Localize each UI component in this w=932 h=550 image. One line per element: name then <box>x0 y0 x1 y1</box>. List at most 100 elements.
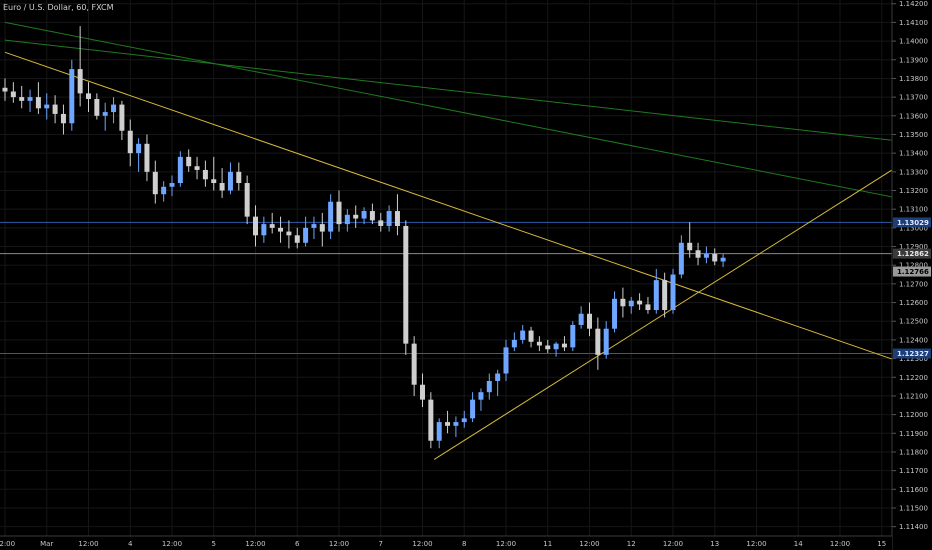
price-tick-label: 1.13500 <box>899 131 928 139</box>
trendlines-layer <box>4 21 908 460</box>
candle-body <box>127 130 133 154</box>
price-tick-label: 1.13000 <box>899 224 928 232</box>
candle-body <box>486 380 492 393</box>
candle <box>545 339 551 353</box>
price-tag-label: 1.13029 <box>897 219 929 227</box>
price-tag-label: 1.12327 <box>897 350 929 358</box>
candle-body <box>294 235 300 243</box>
candle <box>60 104 66 135</box>
horizontal-lines-layer <box>0 221 892 355</box>
time-tick-label: 12:00 <box>329 540 349 548</box>
candle-body <box>520 330 526 340</box>
price-tick-label: 1.13600 <box>899 112 928 120</box>
candle-body <box>620 298 626 307</box>
time-tick-label: 13 <box>710 540 719 548</box>
time-tick-label: 11 <box>543 540 552 548</box>
candle <box>470 392 476 423</box>
candle-body <box>236 171 242 184</box>
candle-body <box>561 343 567 348</box>
trendline <box>4 21 907 201</box>
candle <box>394 194 400 236</box>
price-axis-labels: 1.14200 1.14100 1.14000 1.13900 1.13800 1.137… <box>892 0 928 531</box>
candle-body <box>219 183 225 191</box>
time-axis-panel[interactable] <box>0 536 892 550</box>
trendline <box>4 39 907 143</box>
price-tick-label: 1.12100 <box>899 392 928 400</box>
price-tag-label: 1.12766 <box>897 268 929 276</box>
candle-body <box>177 156 183 184</box>
candle-body <box>553 343 559 350</box>
candle-body <box>202 169 208 180</box>
candle <box>303 216 309 247</box>
candle-body <box>361 211 367 219</box>
candle <box>27 89 33 113</box>
candle-body <box>453 422 459 426</box>
candle-body <box>35 97 41 109</box>
candle <box>528 326 534 348</box>
time-tick-label: 5 <box>212 540 216 548</box>
candle-body <box>511 339 517 348</box>
price-tick-label: 1.12900 <box>899 243 928 251</box>
candle-body <box>394 211 400 226</box>
candle-body <box>603 328 609 355</box>
candle-body <box>695 250 701 258</box>
price-tick-label: 1.11900 <box>899 430 928 438</box>
candle-body <box>136 143 142 154</box>
candle <box>111 97 117 124</box>
candle-body <box>411 343 417 385</box>
candle-body <box>10 91 16 98</box>
time-tick-label: 12 <box>627 540 636 548</box>
candle <box>587 302 592 337</box>
candle-body <box>670 274 676 311</box>
time-tick-label: 7 <box>379 540 383 548</box>
candle <box>453 416 459 438</box>
price-tick-label: 1.14100 <box>899 19 928 27</box>
candle <box>687 222 693 258</box>
candle-body <box>653 280 659 311</box>
price-tick-label: 1.12200 <box>899 374 928 382</box>
candle <box>177 151 183 187</box>
price-tick-label: 1.13300 <box>899 168 928 176</box>
candle <box>378 212 384 232</box>
candle-body <box>144 143 150 172</box>
candle <box>411 336 417 396</box>
trendline <box>433 160 908 460</box>
candle <box>361 207 367 225</box>
time-tick-label: 15 <box>877 540 886 548</box>
price-tags: 1.13029 1.12862 1.12327 1.12766 <box>893 217 931 359</box>
candle-body <box>111 104 117 113</box>
candle-body <box>436 422 442 441</box>
candle <box>244 175 250 225</box>
price-tick-label: 1.14000 <box>899 38 928 46</box>
candle <box>662 272 668 318</box>
candle-body <box>119 104 125 131</box>
candle <box>595 317 601 370</box>
price-tick-label: 1.12400 <box>899 336 928 344</box>
candle <box>603 321 609 359</box>
candle-body <box>470 399 476 419</box>
candle-body <box>169 183 175 187</box>
time-tick-label: 8 <box>462 540 466 548</box>
candle <box>102 102 108 131</box>
price-tick-label: 1.13900 <box>899 56 928 64</box>
candle <box>628 296 634 314</box>
price-tick-label: 1.12300 <box>899 355 928 363</box>
trendline <box>4 51 907 365</box>
candle <box>127 119 133 167</box>
time-tick-label: 14 <box>794 540 803 548</box>
candle-body <box>44 104 50 109</box>
candle <box>86 82 91 113</box>
candle <box>578 306 584 329</box>
candle <box>720 253 726 268</box>
candle-body <box>645 304 651 311</box>
candle <box>445 410 451 434</box>
candle-body <box>303 227 309 243</box>
candle <box>486 373 492 400</box>
candle-body <box>420 384 425 400</box>
time-tick-label: 12:00 <box>245 540 265 548</box>
candle-body <box>712 253 718 262</box>
price-tick-label: 1.13800 <box>899 75 928 83</box>
candle <box>69 59 75 131</box>
candle-body <box>587 313 592 329</box>
